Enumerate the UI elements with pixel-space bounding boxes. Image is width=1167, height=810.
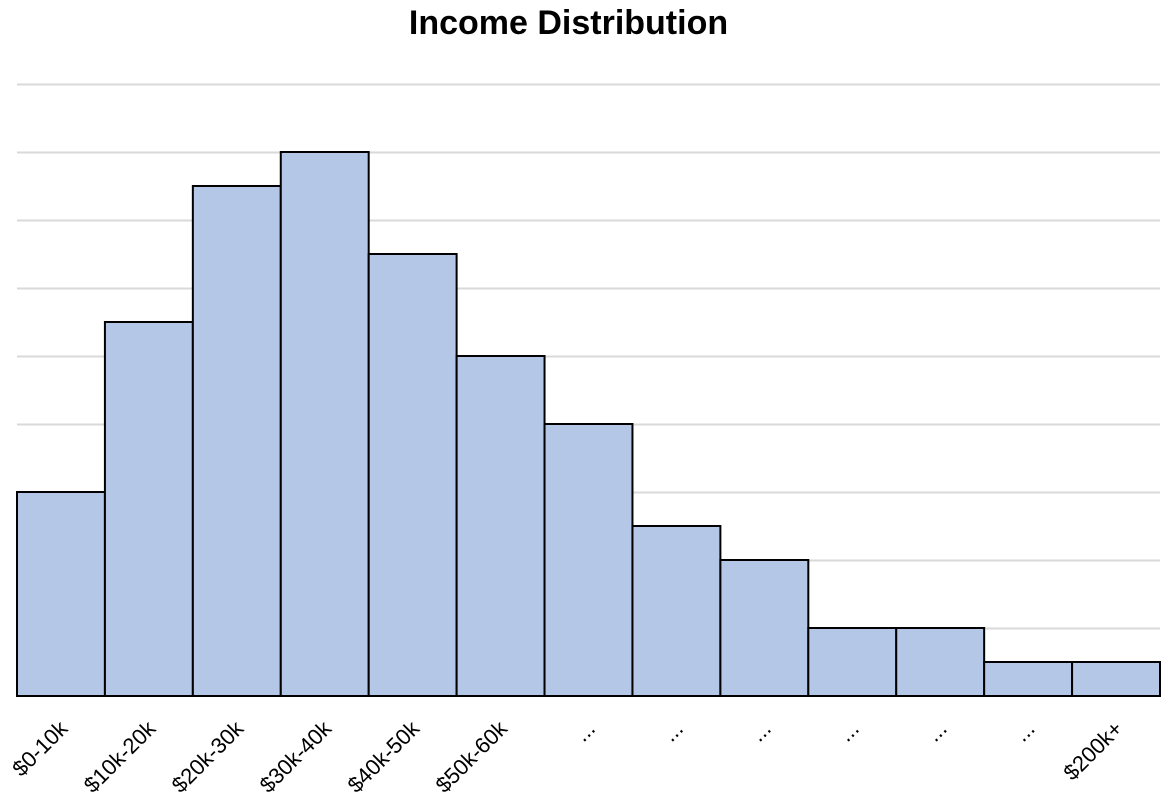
x-tick-label: ... xyxy=(745,716,776,747)
x-tick-label: $200k+ xyxy=(1058,716,1127,785)
bar xyxy=(279,151,370,697)
x-tick-label: ... xyxy=(921,716,952,747)
x-tick-label: $30k-40k xyxy=(255,715,337,797)
chart-title: Income Distribution xyxy=(408,4,729,42)
bar xyxy=(807,627,898,697)
x-tick-label: $20k-30k xyxy=(167,715,249,797)
bar xyxy=(543,423,634,697)
x-tick-label: ... xyxy=(569,716,600,747)
bars xyxy=(16,151,1161,697)
bar xyxy=(191,185,282,697)
bar xyxy=(367,253,458,697)
x-tick-label: $40k-50k xyxy=(343,715,425,797)
x-tick-label: ... xyxy=(833,716,864,747)
bar xyxy=(631,525,722,697)
bar xyxy=(895,627,986,697)
x-tick-label: ... xyxy=(657,716,688,747)
bar xyxy=(103,321,194,697)
x-tick-label: $10k-20k xyxy=(79,715,161,797)
bar xyxy=(719,559,810,697)
x-tick-label: ... xyxy=(1009,716,1040,747)
x-tick-label: $0-10k xyxy=(7,715,73,781)
bar xyxy=(983,661,1074,697)
bar xyxy=(16,491,106,697)
bar xyxy=(455,355,546,697)
bar xyxy=(1071,661,1161,697)
x-tick-label: $50k-60k xyxy=(430,715,512,797)
x-tick-labels: $0-10k $10k-20k $20k-30k $30k-40k $40k-50k $5… xyxy=(7,715,1127,797)
